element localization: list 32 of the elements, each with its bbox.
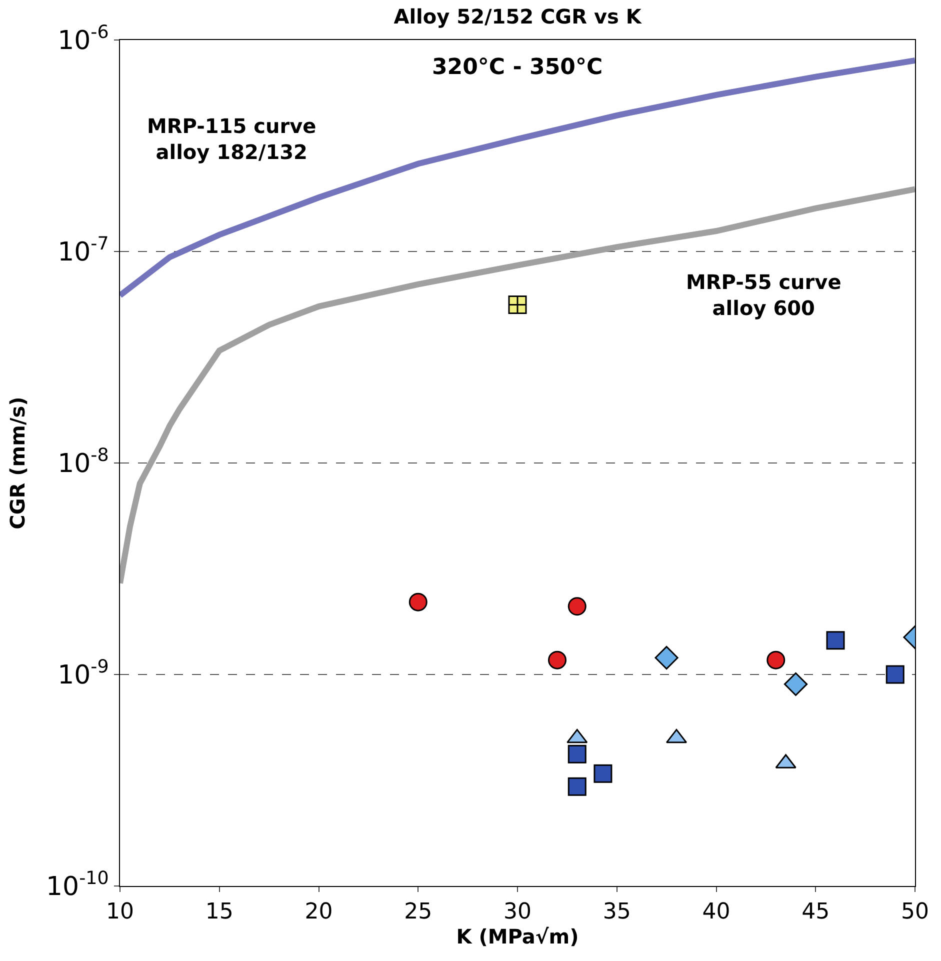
y-tick-label: 10$^{-7}$	[58, 234, 109, 268]
point	[654, 646, 678, 670]
x-tick-label: 35	[602, 899, 631, 924]
x-tick-label: 30	[504, 899, 532, 924]
point	[568, 597, 586, 616]
x-tick-label: 10	[106, 899, 134, 924]
point	[766, 650, 786, 670]
y-tick-label: 10$^{-9}$	[58, 656, 109, 691]
y-tick-label: 10$^{-10}$	[46, 868, 109, 902]
point	[508, 296, 527, 314]
x-tick-label: 20	[304, 899, 333, 924]
x-tick-label: 15	[205, 899, 234, 924]
y-tick-label: 10$^{-8}$	[58, 445, 109, 480]
point	[594, 764, 612, 783]
point	[826, 631, 845, 650]
annotation: MRP-115 curve alloy 182/132	[147, 114, 316, 164]
annotation: 320°C - 350°C	[432, 55, 603, 80]
x-axis-title: K (MPa√m)	[456, 924, 579, 948]
point	[408, 592, 428, 612]
x-tick-label: 45	[802, 899, 830, 924]
point	[568, 744, 586, 764]
point	[784, 672, 808, 696]
x-tick-label: 40	[702, 899, 730, 924]
chart-title: Alloy 52/152 CGR vs K	[394, 4, 643, 29]
y-tick-label: 10$^{-6}$	[58, 22, 109, 56]
x-tick-label: 25	[404, 899, 432, 924]
point	[548, 650, 566, 670]
y-axis-title: CGR (mm/s)	[5, 396, 30, 530]
annotation: MRP-55 curve alloy 600	[686, 270, 842, 320]
point	[568, 777, 586, 796]
point	[886, 665, 904, 684]
x-tick-label: 50	[901, 899, 929, 924]
